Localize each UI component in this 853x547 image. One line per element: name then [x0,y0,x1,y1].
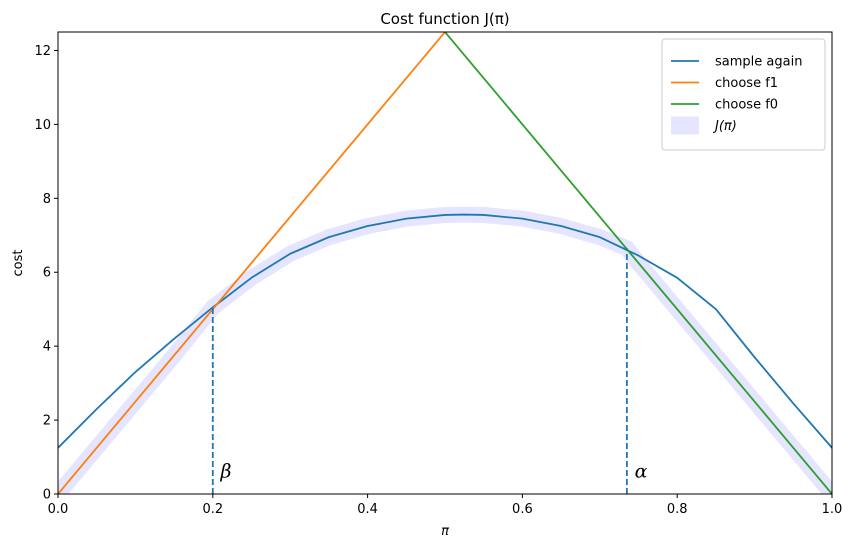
y-axis-label: cost [11,250,26,277]
y-tick-label: 0 [43,488,51,503]
y-axis-ticks: 0 2 4 6 8 10 12 [34,44,58,503]
x-tick-label: 0.8 [667,502,688,517]
x-tick-label: 1.0 [822,502,843,517]
x-tick-label: 0.6 [512,502,533,517]
x-tick-label: 0.4 [357,502,378,517]
y-tick-label: 6 [43,266,51,281]
series-line-sample-again [58,213,832,450]
legend-label: J(π) [712,119,737,134]
x-tick-label: 0.0 [48,502,69,517]
plot-area [58,32,832,494]
legend-label: sample again [715,55,802,70]
y-tick-label: 2 [43,414,51,429]
y-tick-label: 12 [34,44,51,59]
chart-title: Cost function J(π) [380,10,509,28]
x-tick-label: 0.2 [202,502,223,517]
series-line-choose-f0 [443,32,832,494]
annotation-alpha: α [635,460,648,482]
legend-label: choose f1 [715,76,778,91]
series-line-choose-f1 [58,32,447,494]
x-axis-label: π [441,524,449,539]
legend: sample again choose f1 choose f0 J(π) [661,38,826,151]
plot-frame [57,31,833,495]
annotation-beta: β [220,460,232,482]
legend-label: choose f0 [715,98,778,113]
y-tick-label: 4 [43,340,51,355]
x-axis-ticks: 0.0 0.2 0.4 0.6 0.8 1.0 [48,494,843,517]
y-tick-label: 8 [43,192,51,207]
y-tick-label: 10 [34,118,51,133]
legend-box [661,38,826,151]
